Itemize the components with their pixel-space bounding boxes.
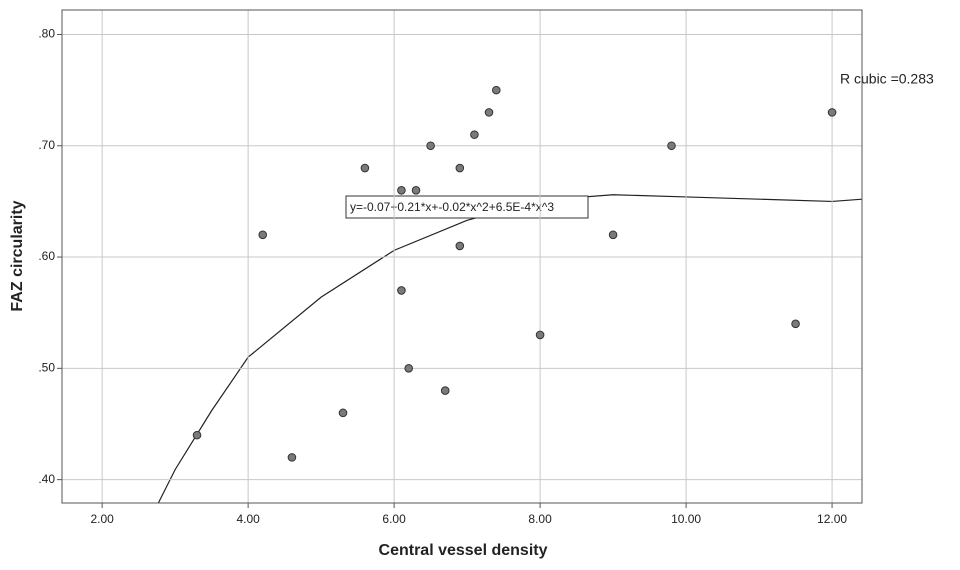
equation-box: [345, 195, 589, 219]
point: [791, 319, 800, 329]
point: [667, 141, 676, 151]
point: [492, 85, 501, 95]
x-tick-label: 6.00: [382, 512, 406, 526]
point: [455, 241, 465, 251]
point: [827, 108, 837, 117]
point: [360, 163, 370, 173]
x-tick-label: 4.00: [236, 512, 260, 526]
y-tick-label: .50: [38, 361, 55, 375]
point: [608, 230, 618, 240]
point: [411, 185, 421, 195]
y-tick-label: .60: [38, 249, 55, 263]
point: [397, 286, 406, 295]
plot-area: [61, 9, 863, 504]
r-annotation: R cubic =0.283: [840, 71, 934, 87]
y-tick-label: .80: [38, 27, 55, 41]
y-axis-label: FAZ circularity: [9, 200, 26, 311]
y-tick-label: .40: [38, 472, 55, 486]
point: [535, 330, 545, 340]
x-tick-label: 2.00: [90, 512, 114, 526]
point: [258, 230, 268, 240]
x-tick-label: 10.00: [671, 512, 701, 526]
point: [426, 141, 435, 151]
equation: y=-0.07+0.21*x+-0.02*x^2+6.5E-4*x^3: [350, 200, 554, 214]
point: [455, 163, 465, 173]
point: [484, 108, 494, 117]
point: [397, 185, 406, 195]
y-tick-label: .70: [38, 138, 55, 152]
x-tick-label: 8.00: [528, 512, 552, 526]
x-tick-label: 12.00: [817, 512, 847, 526]
point: [470, 130, 479, 139]
point: [440, 386, 450, 395]
x-axis-label: Central vessel density: [379, 542, 548, 559]
point: [338, 408, 348, 418]
fit-line: [157, 194, 863, 504]
point: [404, 364, 414, 373]
point: [192, 430, 202, 440]
point: [287, 453, 297, 462]
